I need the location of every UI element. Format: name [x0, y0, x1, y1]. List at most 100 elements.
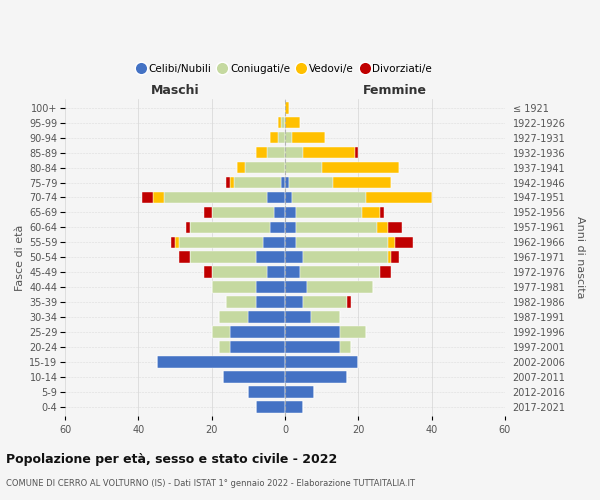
Text: COMUNE DI CERRO AL VOLTURNO (IS) - Dati ISTAT 1° gennaio 2022 - Elaborazione TUT: COMUNE DI CERRO AL VOLTURNO (IS) - Dati … [6, 479, 415, 488]
Bar [179, 236, 263, 248]
Bar [234, 176, 281, 188]
Bar [256, 146, 267, 158]
Bar [388, 252, 391, 263]
Bar [285, 236, 296, 248]
Bar [304, 296, 347, 308]
Bar [172, 236, 175, 248]
Bar [142, 192, 153, 203]
Bar [153, 192, 164, 203]
Bar [285, 192, 292, 203]
Bar [263, 236, 285, 248]
Bar [230, 176, 234, 188]
Bar [285, 371, 347, 383]
Bar [256, 401, 285, 413]
Bar [226, 176, 230, 188]
Bar [278, 132, 285, 143]
Bar [212, 266, 267, 278]
Bar [362, 206, 380, 218]
Bar [285, 266, 300, 278]
Text: Popolazione per età, sesso e stato civile - 2022: Popolazione per età, sesso e stato civil… [6, 452, 337, 466]
Bar [285, 342, 340, 353]
Bar [340, 342, 351, 353]
Bar [157, 356, 285, 368]
Bar [175, 236, 179, 248]
Bar [285, 252, 304, 263]
Bar [377, 222, 388, 233]
Bar [285, 401, 304, 413]
Bar [267, 266, 285, 278]
Bar [219, 312, 248, 323]
Bar [347, 296, 351, 308]
Bar [256, 282, 285, 293]
Bar [238, 162, 245, 173]
Bar [281, 117, 285, 128]
Text: Maschi: Maschi [151, 84, 199, 97]
Bar [285, 312, 311, 323]
Bar [322, 162, 398, 173]
Bar [212, 206, 274, 218]
Bar [212, 282, 256, 293]
Bar [296, 222, 377, 233]
Legend: Celibi/Nubili, Coniugati/e, Vedovi/e, Divorziati/e: Celibi/Nubili, Coniugati/e, Vedovi/e, Di… [134, 60, 436, 78]
Text: Femmine: Femmine [363, 84, 427, 97]
Bar [285, 132, 292, 143]
Bar [285, 176, 289, 188]
Bar [190, 222, 271, 233]
Bar [340, 326, 365, 338]
Bar [267, 146, 285, 158]
Bar [248, 312, 285, 323]
Bar [285, 117, 300, 128]
Bar [311, 312, 340, 323]
Bar [205, 206, 212, 218]
Bar [355, 146, 358, 158]
Bar [380, 206, 384, 218]
Bar [289, 176, 332, 188]
Bar [281, 176, 285, 188]
Bar [230, 326, 285, 338]
Bar [296, 236, 388, 248]
Bar [292, 192, 365, 203]
Bar [267, 192, 285, 203]
Bar [380, 266, 391, 278]
Bar [388, 222, 403, 233]
Bar [285, 206, 296, 218]
Bar [285, 162, 322, 173]
Bar [245, 162, 285, 173]
Bar [285, 102, 289, 114]
Y-axis label: Anni di nascita: Anni di nascita [575, 216, 585, 298]
Bar [274, 206, 285, 218]
Bar [248, 386, 285, 398]
Bar [285, 296, 304, 308]
Bar [388, 236, 395, 248]
Bar [230, 342, 285, 353]
Bar [300, 266, 380, 278]
Bar [285, 356, 358, 368]
Bar [285, 146, 304, 158]
Bar [271, 132, 278, 143]
Bar [304, 252, 388, 263]
Bar [190, 252, 256, 263]
Bar [223, 371, 285, 383]
Y-axis label: Fasce di età: Fasce di età [15, 224, 25, 290]
Bar [391, 252, 398, 263]
Bar [285, 222, 296, 233]
Bar [365, 192, 431, 203]
Bar [271, 222, 285, 233]
Bar [186, 222, 190, 233]
Bar [256, 296, 285, 308]
Bar [285, 282, 307, 293]
Bar [296, 206, 362, 218]
Bar [179, 252, 190, 263]
Bar [285, 326, 340, 338]
Bar [164, 192, 267, 203]
Bar [332, 176, 391, 188]
Bar [304, 146, 355, 158]
Bar [395, 236, 413, 248]
Bar [205, 266, 212, 278]
Bar [292, 132, 325, 143]
Bar [285, 386, 314, 398]
Bar [226, 296, 256, 308]
Bar [278, 117, 281, 128]
Bar [212, 326, 230, 338]
Bar [219, 342, 230, 353]
